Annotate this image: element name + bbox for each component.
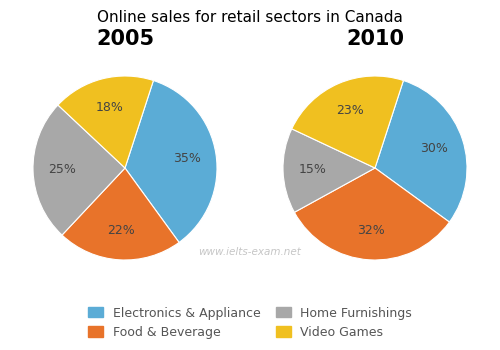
Wedge shape [283,129,375,212]
Text: 35%: 35% [173,152,201,165]
Legend: Electronics & Appliance, Food & Beverage, Home Furnishings, Video Games: Electronics & Appliance, Food & Beverage… [83,301,417,344]
Wedge shape [294,168,450,260]
Wedge shape [62,168,179,260]
Text: 15%: 15% [298,163,326,176]
Text: 23%: 23% [336,104,364,117]
Text: 32%: 32% [357,224,385,237]
Text: 18%: 18% [96,101,124,114]
Title: 2010: 2010 [346,29,404,49]
Wedge shape [58,76,154,168]
Wedge shape [125,80,217,243]
Text: www.ielts-exam.net: www.ielts-exam.net [198,247,302,257]
Title: 2005: 2005 [96,29,154,49]
Wedge shape [375,80,467,222]
Text: 25%: 25% [48,163,76,176]
Wedge shape [33,105,125,235]
Text: 22%: 22% [107,224,135,237]
Wedge shape [292,76,404,168]
Text: 30%: 30% [420,142,448,155]
Text: Online sales for retail sectors in Canada: Online sales for retail sectors in Canad… [97,10,403,26]
